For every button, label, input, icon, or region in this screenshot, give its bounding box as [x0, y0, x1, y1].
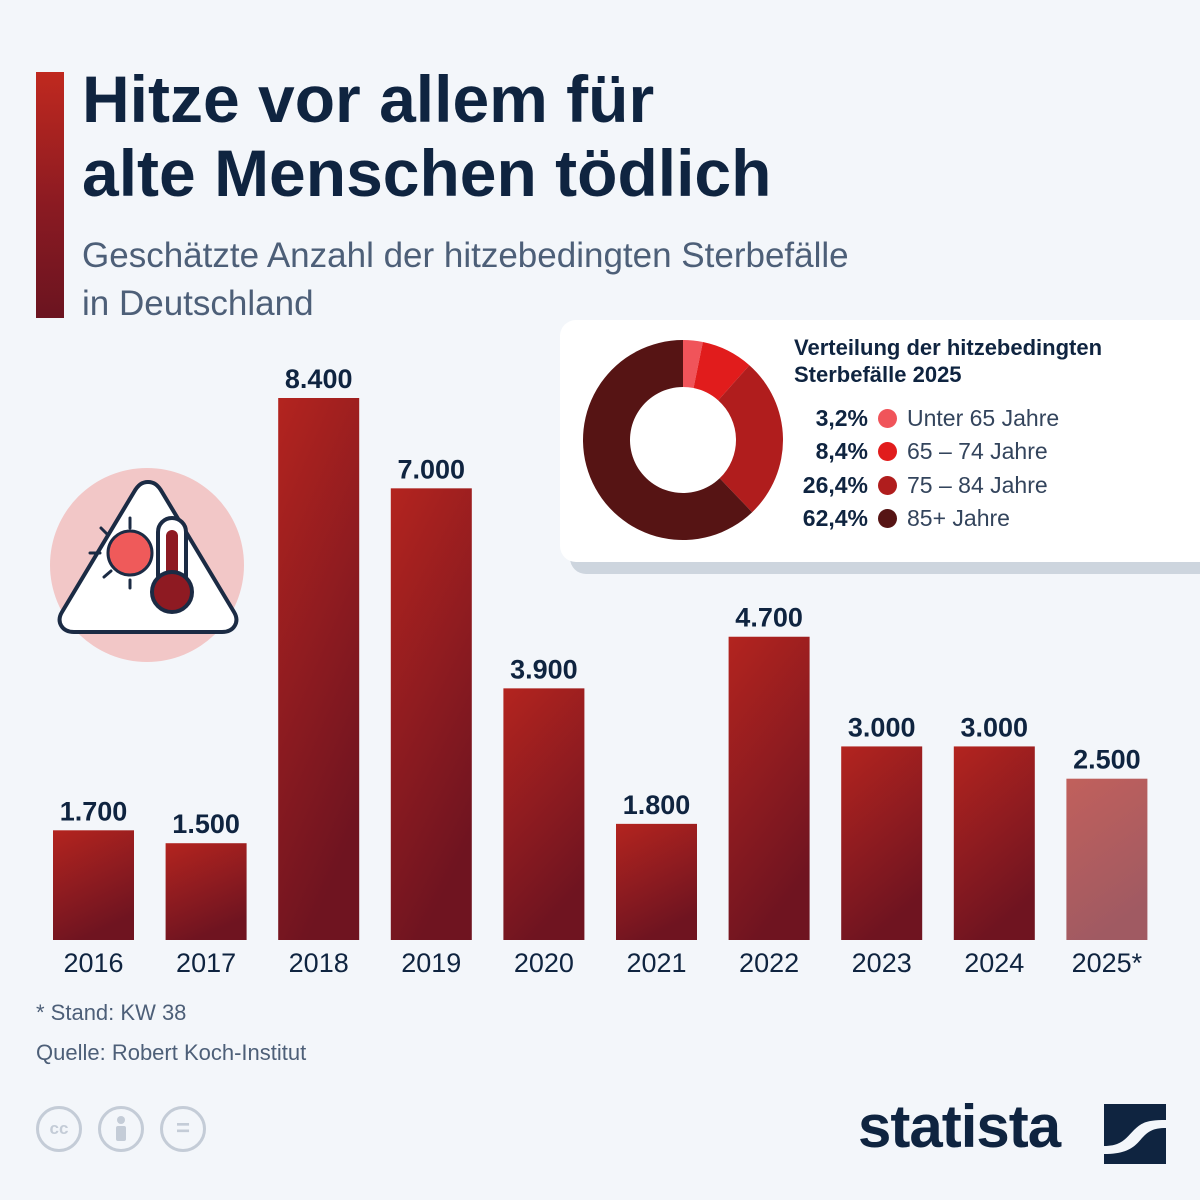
donut-slice [683, 340, 703, 389]
x-tick-label: 2019 [401, 948, 461, 978]
x-tick-label: 2018 [289, 948, 349, 978]
x-tick-label: 2017 [176, 948, 236, 978]
data-label: 3.000 [961, 712, 1029, 742]
bar-2022 [728, 636, 810, 940]
donut-slice [693, 341, 750, 401]
title-accent-bar [36, 72, 64, 318]
heat-warning-icon [50, 468, 244, 662]
legend-label: 65 – 74 Jahre [907, 438, 1048, 464]
data-label: 1.500 [172, 809, 240, 839]
bar-2023 [841, 746, 923, 940]
x-tick-label: 2020 [514, 948, 574, 978]
legend-row: 26,4% 75 – 84 Jahre [780, 470, 1048, 500]
legend-swatch [878, 475, 897, 495]
legend-label: 75 – 84 Jahre [907, 471, 1048, 498]
page-title: Hitze vor allem für alte Menschen tödlic… [82, 62, 772, 210]
legend-swatch [878, 408, 897, 428]
data-label: 1.700 [60, 796, 128, 826]
x-tick-label: 2016 [63, 948, 123, 978]
legend-swatch [878, 442, 897, 461]
statista-logo-text[interactable]: statista [858, 1093, 1061, 1160]
donut-chart [583, 340, 783, 540]
bar-2017 [165, 843, 247, 940]
license-icons: cc = [36, 1106, 206, 1152]
x-tick-label: 2025* [1072, 948, 1143, 978]
nd-icon[interactable]: = [160, 1106, 206, 1152]
footnote: * Stand: KW 38 [36, 1000, 187, 1025]
statista-logo-icon[interactable] [1104, 1104, 1166, 1164]
bar-2020 [503, 688, 585, 940]
data-label: 8.400 [285, 364, 353, 394]
legend-percent: 62,4% [802, 505, 868, 531]
legend-row: 3,2% Unter 65 Jahre [780, 403, 1060, 433]
page-subtitle: Geschätzte Anzahl der hitzebedingten Ste… [82, 236, 849, 323]
bar-2019 [390, 488, 472, 940]
legend-row: 8,4% 65 – 74 Jahre [780, 437, 1048, 467]
bar-2025 [1066, 778, 1148, 940]
legend-label: 85+ Jahre [907, 505, 1010, 531]
bar-2018 [278, 398, 360, 940]
bar-2021 [616, 823, 697, 940]
data-label: 4.700 [735, 603, 803, 633]
data-label: 1.800 [623, 790, 691, 820]
source-note: Quelle: Robert Koch-Institut [36, 1040, 307, 1065]
legend-percent: 3,2% [815, 404, 868, 431]
legend-label: Unter 65 Jahre [907, 404, 1060, 431]
bar-series: 1.700 2016 1.500 2017 8.400 2018 7.000 2019 3.90… [53, 364, 1148, 978]
x-tick-label: 2021 [626, 948, 686, 978]
data-label: 3.900 [510, 654, 578, 684]
legend-percent: 8,4% [815, 438, 868, 464]
data-label: 2.500 [1073, 745, 1141, 775]
data-label: 7.000 [398, 454, 466, 484]
x-tick-label: 2024 [964, 948, 1024, 978]
legend-swatch [878, 509, 897, 528]
cc-icon[interactable]: cc [36, 1106, 82, 1152]
donut-slice [718, 365, 783, 513]
donut-title: Verteilung der hitzebedingten Sterbefäll… [794, 335, 1103, 387]
by-icon[interactable] [98, 1106, 144, 1152]
data-label: 3.000 [848, 712, 916, 742]
x-tick-label: 2023 [852, 948, 912, 978]
legend-percent: 26,4% [802, 471, 868, 498]
legend-row: 62,4% 85+ Jahre [780, 504, 1010, 534]
bar-2024 [953, 746, 1035, 940]
donut-slice [583, 340, 753, 540]
x-tick-label: 2022 [739, 948, 799, 978]
bar-2016 [53, 830, 134, 940]
